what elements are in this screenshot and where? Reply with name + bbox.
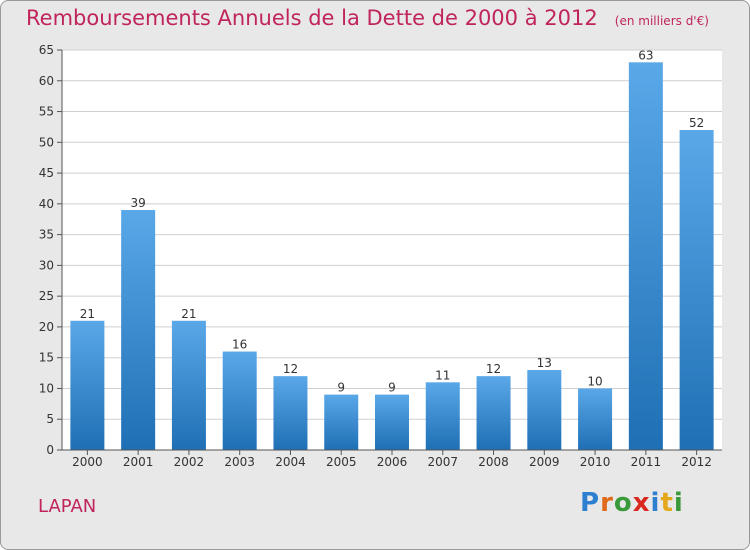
data-label-2003: 16: [232, 338, 247, 352]
data-label-2004: 12: [283, 362, 298, 376]
proxiti-logo: Proxiti: [580, 488, 684, 518]
logo-letter: r: [600, 488, 614, 518]
y-tick-label: 50: [39, 135, 54, 149]
logo-letter: i: [673, 488, 684, 518]
data-label-2000: 21: [80, 307, 95, 321]
logo-letter: x: [632, 488, 651, 518]
x-tick-label-2010: 2010: [580, 455, 611, 469]
x-tick-label-2011: 2011: [631, 455, 662, 469]
bar-2007: [425, 382, 460, 450]
data-label-2006: 9: [388, 381, 396, 395]
bar-2012: [679, 130, 714, 450]
y-tick-label: 60: [39, 74, 54, 88]
y-tick-label: 55: [39, 105, 54, 119]
logo-letter: t: [660, 488, 674, 518]
data-label-2011: 63: [638, 48, 653, 62]
y-tick-label: 45: [39, 166, 54, 180]
logo-letter: o: [613, 488, 633, 518]
y-tick-label: 35: [39, 228, 54, 242]
bar-2009: [527, 370, 562, 450]
x-tick-label-2009: 2009: [529, 455, 560, 469]
x-tick-label-2012: 2012: [681, 455, 712, 469]
x-tick-label-2004: 2004: [275, 455, 306, 469]
bar-2005: [324, 394, 359, 450]
x-tick-label-2006: 2006: [377, 455, 408, 469]
bar-2002: [171, 320, 206, 450]
x-tick-label-2000: 2000: [72, 455, 103, 469]
commune-name: LAPAN: [38, 496, 97, 517]
bar-2000: [70, 320, 105, 450]
data-label-2008: 12: [486, 362, 501, 376]
data-label-2009: 13: [537, 356, 552, 370]
logo-letter: i: [650, 488, 661, 518]
y-tick-label: 5: [46, 412, 54, 426]
x-tick-label-2003: 2003: [224, 455, 255, 469]
chart-title: Remboursements Annuels de la Dette de 20…: [26, 6, 709, 30]
data-label-2001: 39: [131, 196, 146, 210]
y-tick-label: 40: [39, 197, 54, 211]
x-tick-label-2008: 2008: [478, 455, 509, 469]
x-tick-label-2001: 2001: [123, 455, 154, 469]
y-tick-label: 30: [39, 258, 54, 272]
data-label-2005: 9: [337, 381, 345, 395]
x-tick-label-2002: 2002: [174, 455, 205, 469]
y-tick-label: 20: [39, 320, 54, 334]
data-label-2012: 52: [689, 116, 704, 130]
bar-2010: [578, 388, 613, 450]
bar-2008: [476, 376, 511, 450]
bar-2011: [628, 62, 663, 451]
data-label-2007: 11: [435, 368, 450, 382]
logo-letter: P: [580, 488, 601, 518]
y-tick-label: 65: [39, 43, 54, 57]
chart-title-text: Remboursements Annuels de la Dette de 20…: [26, 6, 598, 30]
bar-2003: [222, 351, 257, 450]
bar-2006: [375, 394, 409, 450]
bar-2001: [121, 210, 156, 450]
y-tick-label: 25: [39, 289, 54, 303]
data-label-2002: 21: [181, 307, 196, 321]
x-tick-label-2007: 2007: [427, 455, 458, 469]
chart-unit-note: (en milliers d'€): [614, 14, 709, 28]
y-tick-label: 0: [46, 443, 54, 457]
x-tick-label-2005: 2005: [326, 455, 357, 469]
y-tick-label: 15: [39, 351, 54, 365]
data-label-2010: 10: [587, 374, 602, 388]
y-tick-label: 10: [39, 381, 54, 395]
bar-2004: [273, 376, 308, 450]
